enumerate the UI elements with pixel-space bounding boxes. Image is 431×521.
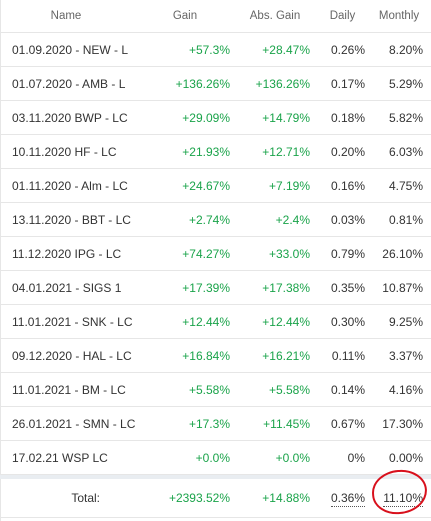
row-monthly: 5.82%	[373, 100, 431, 135]
row-daily: 0.18%	[318, 100, 373, 135]
row-daily: 0.20%	[318, 134, 373, 169]
row-name[interactable]: 11.01.2021 - SNK - LC	[0, 304, 138, 339]
total-daily[interactable]: 0.36%	[330, 491, 365, 507]
row-name[interactable]: 13.11.2020 - BBT - LC	[0, 202, 138, 237]
row-gain: +136.26%	[138, 66, 238, 101]
total-monthly[interactable]: 11.10%	[383, 491, 423, 507]
row-abs-gain: +28.47%	[238, 32, 318, 67]
total-separator	[0, 474, 431, 479]
row-gain: +12.44%	[138, 304, 238, 339]
header-daily[interactable]: Daily	[318, 0, 373, 33]
table-row[interactable]: 09.12.2020 - HAL - LC +16.84% +16.21% 0.…	[0, 338, 431, 373]
row-daily: 0.03%	[318, 202, 373, 237]
row-gain: +0.0%	[138, 440, 238, 475]
row-name[interactable]: 03.11.2020 BWP - LC	[0, 100, 138, 135]
row-daily: 0.11%	[318, 338, 373, 373]
row-daily: 0.14%	[318, 372, 373, 407]
row-monthly: 10.87%	[373, 270, 431, 305]
table-row[interactable]: 11.01.2021 - BM - LC +5.58% +5.58% 0.14%…	[0, 372, 431, 407]
table-row[interactable]: 13.11.2020 - BBT - LC +2.74% +2.4% 0.03%…	[0, 202, 431, 237]
row-name[interactable]: 09.12.2020 - HAL - LC	[0, 338, 138, 373]
row-monthly: 6.03%	[373, 134, 431, 169]
row-gain: +17.3%	[138, 406, 238, 441]
row-monthly: 9.25%	[373, 304, 431, 339]
row-abs-gain: +0.0%	[238, 440, 318, 475]
row-abs-gain: +2.4%	[238, 202, 318, 237]
row-monthly: 4.16%	[373, 372, 431, 407]
total-label: Total:	[0, 479, 138, 518]
row-abs-gain: +14.79%	[238, 100, 318, 135]
row-abs-gain: +33.0%	[238, 236, 318, 271]
table-row[interactable]: 01.11.2020 - Alm - LC +24.67% +7.19% 0.1…	[0, 168, 431, 203]
row-name[interactable]: 17.02.21 WSP LC	[0, 440, 138, 475]
row-daily: 0.79%	[318, 236, 373, 271]
row-daily: 0.17%	[318, 66, 373, 101]
row-daily: 0.26%	[318, 32, 373, 67]
row-abs-gain: +11.45%	[238, 406, 318, 441]
row-gain: +57.3%	[138, 32, 238, 67]
row-monthly: 0.81%	[373, 202, 431, 237]
row-monthly: 4.75%	[373, 168, 431, 203]
row-abs-gain: +5.58%	[238, 372, 318, 407]
table-row[interactable]: 17.02.21 WSP LC +0.0% +0.0% 0% 0.00%	[0, 440, 431, 475]
row-name[interactable]: 26.01.2021 - SMN - LC	[0, 406, 138, 441]
row-gain: +17.39%	[138, 270, 238, 305]
header-monthly[interactable]: Monthly	[373, 0, 431, 33]
row-abs-gain: +16.21%	[238, 338, 318, 373]
row-gain: +21.93%	[138, 134, 238, 169]
row-gain: +29.09%	[138, 100, 238, 135]
row-monthly: 17.30%	[373, 406, 431, 441]
row-name[interactable]: 04.01.2021 - SIGS 1	[0, 270, 138, 305]
row-name[interactable]: 01.11.2020 - Alm - LC	[0, 168, 138, 203]
row-daily: 0.16%	[318, 168, 373, 203]
row-gain: +16.84%	[138, 338, 238, 373]
row-abs-gain: +7.19%	[238, 168, 318, 203]
table-row[interactable]: 11.01.2021 - SNK - LC +12.44% +12.44% 0.…	[0, 304, 431, 339]
table-row[interactable]: 26.01.2021 - SMN - LC +17.3% +11.45% 0.6…	[0, 406, 431, 441]
row-name[interactable]: 10.11.2020 HF - LC	[0, 134, 138, 169]
row-daily: 0.35%	[318, 270, 373, 305]
row-gain: +24.67%	[138, 168, 238, 203]
row-gain: +74.27%	[138, 236, 238, 271]
table-row[interactable]: 01.09.2020 - NEW - L +57.3% +28.47% 0.26…	[0, 32, 431, 67]
row-daily: 0%	[318, 440, 373, 475]
header-abs-gain[interactable]: Abs. Gain	[238, 0, 318, 33]
row-name[interactable]: 01.09.2020 - NEW - L	[0, 32, 138, 67]
table-row[interactable]: 01.07.2020 - AMB - L +136.26% +136.26% 0…	[0, 66, 431, 101]
table-header-row: Name Gain Abs. Gain Daily Monthly	[0, 0, 431, 33]
row-daily: 0.67%	[318, 406, 373, 441]
table-row[interactable]: 11.12.2020 IPG - LC +74.27% +33.0% 0.79%…	[0, 236, 431, 271]
row-abs-gain: +17.38%	[238, 270, 318, 305]
total-daily-cell: 0.36%	[318, 479, 373, 518]
row-name[interactable]: 11.01.2021 - BM - LC	[0, 372, 138, 407]
row-monthly: 5.29%	[373, 66, 431, 101]
total-monthly-cell: 11.10%	[373, 479, 431, 518]
row-name[interactable]: 11.12.2020 IPG - LC	[0, 236, 138, 271]
row-monthly: 26.10%	[373, 236, 431, 271]
total-gain: +2393.52%	[138, 479, 238, 518]
table-row[interactable]: 10.11.2020 HF - LC +21.93% +12.71% 0.20%…	[0, 134, 431, 169]
total-abs-gain: +14.88%	[238, 479, 318, 518]
table-row[interactable]: 03.11.2020 BWP - LC +29.09% +14.79% 0.18…	[0, 100, 431, 135]
row-gain: +2.74%	[138, 202, 238, 237]
row-name[interactable]: 01.07.2020 - AMB - L	[0, 66, 138, 101]
row-abs-gain: +12.71%	[238, 134, 318, 169]
row-daily: 0.30%	[318, 304, 373, 339]
row-abs-gain: +12.44%	[238, 304, 318, 339]
row-gain: +5.58%	[138, 372, 238, 407]
header-gain[interactable]: Gain	[138, 0, 238, 33]
row-monthly: 0.00%	[373, 440, 431, 475]
total-row: Total: +2393.52% +14.88% 0.36% 11.10%	[0, 479, 431, 518]
row-monthly: 3.37%	[373, 338, 431, 373]
row-abs-gain: +136.26%	[238, 66, 318, 101]
row-monthly: 8.20%	[373, 32, 431, 67]
table-row[interactable]: 04.01.2021 - SIGS 1 +17.39% +17.38% 0.35…	[0, 270, 431, 305]
header-name[interactable]: Name	[0, 0, 138, 33]
